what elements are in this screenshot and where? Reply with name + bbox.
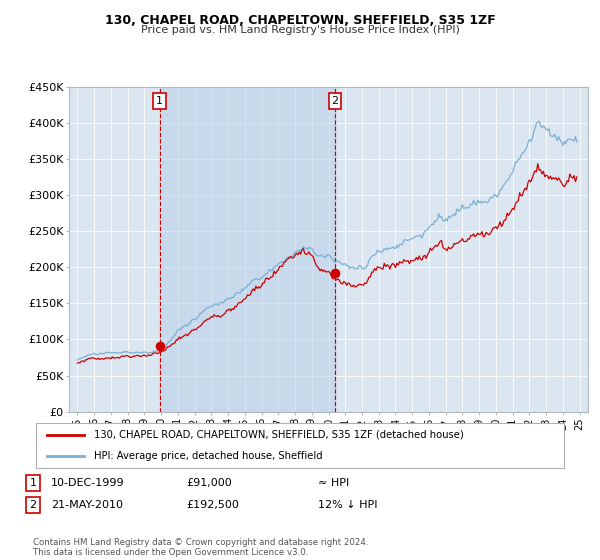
Point <box>155 342 164 351</box>
Text: Contains HM Land Registry data © Crown copyright and database right 2024.
This d: Contains HM Land Registry data © Crown c… <box>33 538 368 557</box>
Text: 1: 1 <box>29 478 37 488</box>
Text: 10-DEC-1999: 10-DEC-1999 <box>51 478 125 488</box>
Text: 1: 1 <box>156 96 163 106</box>
Text: Price paid vs. HM Land Registry's House Price Index (HPI): Price paid vs. HM Land Registry's House … <box>140 25 460 35</box>
Text: ≈ HPI: ≈ HPI <box>318 478 349 488</box>
Text: 12% ↓ HPI: 12% ↓ HPI <box>318 500 377 510</box>
Text: 130, CHAPEL ROAD, CHAPELTOWN, SHEFFIELD, S35 1ZF: 130, CHAPEL ROAD, CHAPELTOWN, SHEFFIELD,… <box>104 14 496 27</box>
Text: 2: 2 <box>331 96 338 106</box>
Point <box>330 268 340 277</box>
Text: £192,500: £192,500 <box>186 500 239 510</box>
Text: HPI: Average price, detached house, Sheffield: HPI: Average price, detached house, Shef… <box>94 451 323 461</box>
Text: 21-MAY-2010: 21-MAY-2010 <box>51 500 123 510</box>
Text: 130, CHAPEL ROAD, CHAPELTOWN, SHEFFIELD, S35 1ZF (detached house): 130, CHAPEL ROAD, CHAPELTOWN, SHEFFIELD,… <box>94 430 464 440</box>
Text: 2: 2 <box>29 500 37 510</box>
Bar <box>160 87 335 412</box>
Text: £91,000: £91,000 <box>186 478 232 488</box>
